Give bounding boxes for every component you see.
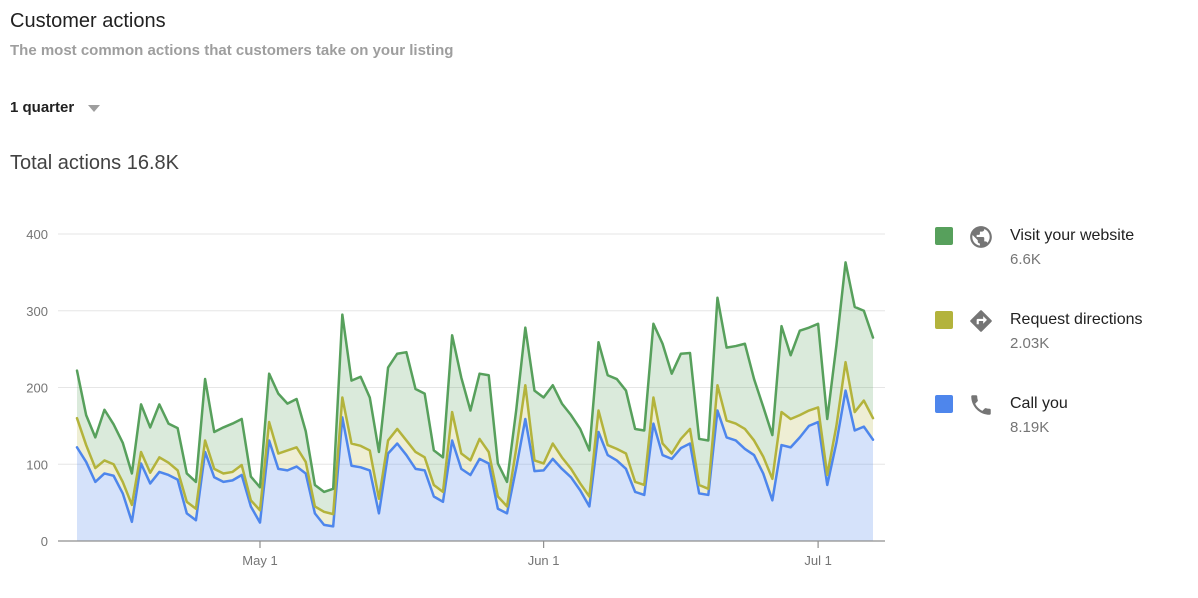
directions-icon — [968, 308, 994, 334]
chevron-down-icon — [88, 105, 101, 112]
phone-icon — [968, 392, 994, 418]
globe-icon — [968, 224, 994, 250]
legend-value: 6.6K — [1010, 251, 1041, 268]
legend-value: 2.03K — [1010, 335, 1050, 352]
svg-text:Jun 1: Jun 1 — [528, 553, 560, 568]
legend-item-request-directions[interactable]: Request directions 2.03K — [935, 308, 1143, 355]
total-actions-label: Total actions 16.8K — [10, 152, 179, 174]
svg-text:100: 100 — [26, 457, 48, 472]
page-title: Customer actions — [10, 10, 166, 32]
actions-stacked-area-chart[interactable]: 0 100 200 300 400 May 1 Jun 1 Jul 1 — [0, 0, 910, 598]
chart-legend: Visit your website 6.6K Request directio… — [935, 224, 1143, 476]
call-you-swatch — [935, 395, 953, 413]
visit-website-swatch — [935, 227, 953, 245]
svg-text:300: 300 — [26, 304, 48, 319]
svg-text:200: 200 — [26, 381, 48, 396]
request-directions-swatch — [935, 311, 953, 329]
svg-text:0: 0 — [41, 534, 48, 549]
period-dropdown-value: 1 quarter — [10, 99, 75, 116]
svg-text:400: 400 — [26, 227, 48, 242]
svg-text:Jul 1: Jul 1 — [804, 553, 831, 568]
legend-item-visit-website[interactable]: Visit your website 6.6K — [935, 224, 1143, 271]
legend-value: 8.19K — [1010, 419, 1050, 436]
svg-text:May 1: May 1 — [242, 553, 277, 568]
period-dropdown[interactable]: 1 quarter — [10, 99, 101, 116]
page-subtitle: The most common actions that customers t… — [10, 42, 454, 59]
legend-label: Request directions — [1010, 311, 1143, 328]
legend-label: Call you — [1010, 395, 1068, 412]
legend-label: Visit your website — [1010, 227, 1135, 244]
legend-item-call-you[interactable]: Call you 8.19K — [935, 392, 1143, 439]
